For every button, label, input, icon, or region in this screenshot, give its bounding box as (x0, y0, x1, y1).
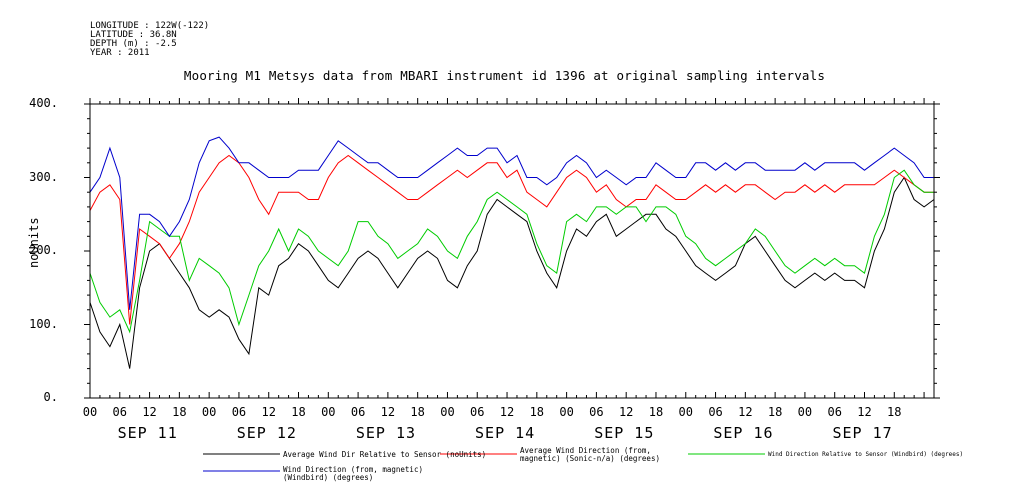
day-label: SEP 14 (475, 424, 536, 442)
x-tick-label: 06 (589, 405, 604, 419)
x-tick-label: 06 (470, 405, 485, 419)
y-tick-label: 400. (29, 96, 58, 110)
plot-frame (89, 103, 935, 399)
x-tick-label: 12 (380, 405, 396, 419)
x-tick-label: 18 (172, 405, 187, 419)
series-line-2 (89, 169, 934, 334)
y-tick-label: 100. (29, 316, 58, 331)
x-tick-label: 18 (529, 405, 545, 419)
x-tick-label: 12 (142, 405, 157, 419)
x-tick-label: 18 (767, 405, 783, 419)
x-tick-label: 00 (201, 405, 217, 419)
day-label: SEP 13 (355, 424, 417, 442)
x-tick-label: 00 (559, 405, 574, 419)
x-tick-label: 18 (410, 405, 425, 419)
longitude-label: LONGITUDE : 122W(-122) (90, 21, 210, 31)
legend-label-blue: Wind Direction (from, magnetic) (Windbir… (283, 465, 423, 482)
chart-title: Mooring M1 Metsys data from MBARI instru… (183, 68, 826, 83)
x-tick-label: 06 (112, 405, 127, 419)
latitude-label: LATITUDE : 36.8N (90, 30, 177, 40)
x-tick-label: 00 (797, 405, 813, 419)
series-line-3 (89, 136, 934, 310)
x-tick-label: 06 (708, 405, 723, 419)
series-line-1 (89, 154, 934, 325)
x-tick-label: 18 (887, 405, 902, 419)
legend-label-red: Average Wind Direction (from, magnetic) … (520, 446, 660, 463)
day-label: SEP 11 (117, 424, 178, 442)
x-tick-label: 12 (738, 405, 753, 419)
legend-label-black: Average Wind Dir Relative to Sensor (noU… (283, 450, 487, 459)
x-tick-label: 12 (499, 405, 515, 419)
x-tick-label: 18 (648, 405, 664, 419)
day-label: SEP 16 (713, 424, 774, 442)
series-line-0 (89, 176, 935, 369)
x-tick-label: 12 (618, 405, 634, 419)
x-tick-label: 12 (857, 405, 872, 419)
x-tick-label: 06 (827, 405, 842, 419)
x-tick-label: 18 (291, 405, 306, 419)
y-tick-label: 0. (43, 390, 58, 404)
day-label: SEP 17 (832, 424, 893, 442)
x-tick-label: 00 (440, 405, 455, 419)
depth-label: DEPTH (m) : -2.5 (90, 39, 177, 49)
day-label: SEP 12 (236, 424, 297, 442)
x-tick-label: 00 (678, 405, 693, 419)
x-tick-label: 12 (261, 405, 276, 419)
y-tick-label: 200. (29, 243, 58, 257)
legend-label-green: Wind Direction Relative to Sensor (Windb… (768, 451, 964, 458)
x-tick-label: 06 (231, 405, 247, 419)
year-label: YEAR : 2011 (90, 48, 150, 58)
x-tick-label: 00 (321, 405, 336, 419)
y-tick-label: 300. (29, 169, 58, 184)
day-label: SEP 15 (594, 424, 655, 442)
x-tick-label: 00 (82, 405, 98, 419)
x-tick-label: 06 (350, 405, 366, 419)
